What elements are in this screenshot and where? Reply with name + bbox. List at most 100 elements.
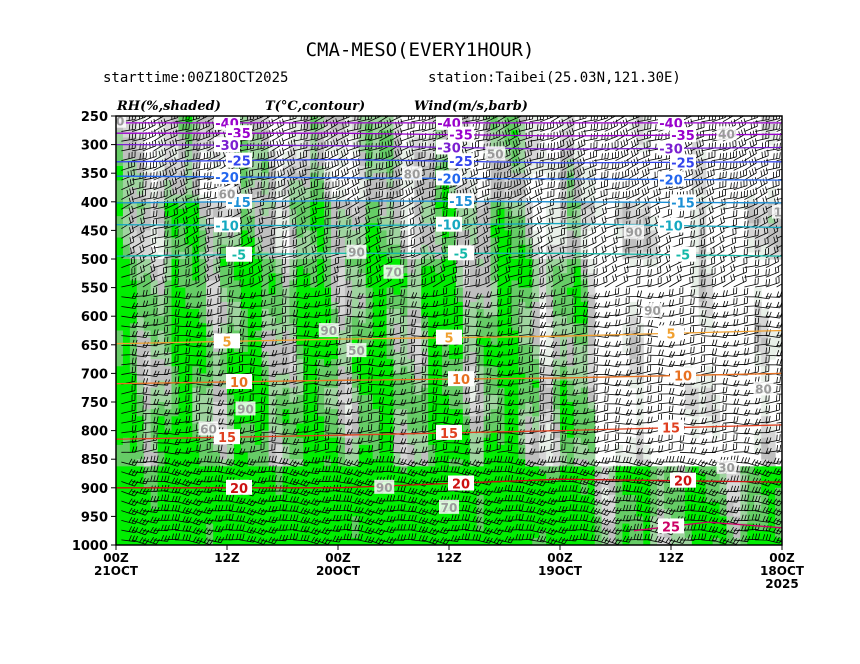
rh-cell [379,359,388,367]
rh-cell [671,502,679,510]
rh-cell [351,144,360,153]
rh-cell [268,387,277,396]
rh-cell [178,387,186,396]
rh-cell [525,416,533,425]
rh-cell [636,437,644,446]
rh-cell [185,430,193,439]
rh-cell [546,359,554,367]
rh-cell [199,259,207,267]
rh-cell [324,437,332,446]
rh-cell [289,330,297,339]
rh-cell [129,373,138,382]
rh-cell [636,473,644,482]
rh-cell [490,502,499,510]
rh-cell [199,359,207,367]
wind-barb [142,307,158,317]
rh-cell [324,194,332,203]
rh-cell [136,387,145,396]
rh-cell [157,452,166,460]
wind-barb [121,177,135,191]
rh-cell [365,402,374,410]
rh-cell [178,237,186,246]
rh-cell [275,430,284,439]
rh-cell [157,444,166,453]
rh-cell [449,266,457,274]
rh-cell [532,359,540,367]
rh-cell [504,266,513,274]
rh-cell [282,330,291,339]
rh-cell [768,480,776,489]
rh-cell [698,180,707,189]
rh-cell [455,502,464,510]
wind-barb [142,118,156,132]
rh-cell [171,151,180,160]
rh-cell [476,287,485,296]
rh-cell [324,187,332,196]
rh-cell [303,473,311,482]
rh-cell [351,123,360,131]
rh-cell [442,537,450,545]
rh-cell [511,216,519,224]
rh-cell [122,173,131,181]
rh-cell [740,523,748,532]
rh-cell [157,480,166,489]
rh-cell [296,452,304,460]
rh-cell [726,502,735,510]
rh-cell [476,259,485,267]
rh-cell [157,344,166,353]
rh-cell [129,208,138,217]
rh-cell [358,466,367,475]
rh-cell [442,387,450,396]
rh-cell [227,323,235,332]
rh-cell [573,380,582,389]
rh-cell [580,423,589,432]
rh-cell [372,459,381,467]
rh-cell [476,473,485,482]
rh-cell [698,473,707,482]
rh-cell [268,237,277,246]
rh-cell [691,216,700,224]
rh-cell [490,380,499,389]
rh-cell [698,237,707,246]
rh-cell [282,509,291,517]
rh-cell [178,537,186,545]
rh-cell [157,509,166,517]
rh-cell [442,323,450,332]
rh-cell [539,452,547,460]
rh-cell [344,323,353,332]
wind-barb [142,287,158,298]
rh-cell [400,280,408,289]
rh-cell [476,208,485,217]
rh-cell [525,373,533,382]
rh-cell [296,244,304,253]
rh-cell [476,280,485,289]
rh-cell [261,166,270,174]
rh-cell [442,266,450,274]
rh-cell [566,487,575,496]
rh-cell [157,316,166,324]
rh-cell [414,416,422,425]
rh-cell [504,280,513,289]
rh-cell [171,294,180,303]
rh-cell [143,237,152,246]
rh-cell [754,480,762,489]
rh-cell [435,151,443,160]
rh-cell [636,387,644,396]
rh-cell [455,509,464,517]
rh-cell [386,158,395,167]
rh-cell [282,259,291,267]
rh-cell [185,137,193,146]
rh-cell [622,509,630,517]
rh-cell [282,430,291,439]
rh-cell [192,158,200,167]
rh-cell [143,409,152,417]
rh-cell [116,337,124,346]
rh-cell [261,380,270,389]
rh-cell [428,459,436,467]
rh-cell [331,208,339,217]
rh-cell [615,452,624,460]
rh-cell [442,201,450,210]
rh-cell [566,366,575,374]
rh-cell [199,273,207,282]
rh-cell [532,537,540,545]
